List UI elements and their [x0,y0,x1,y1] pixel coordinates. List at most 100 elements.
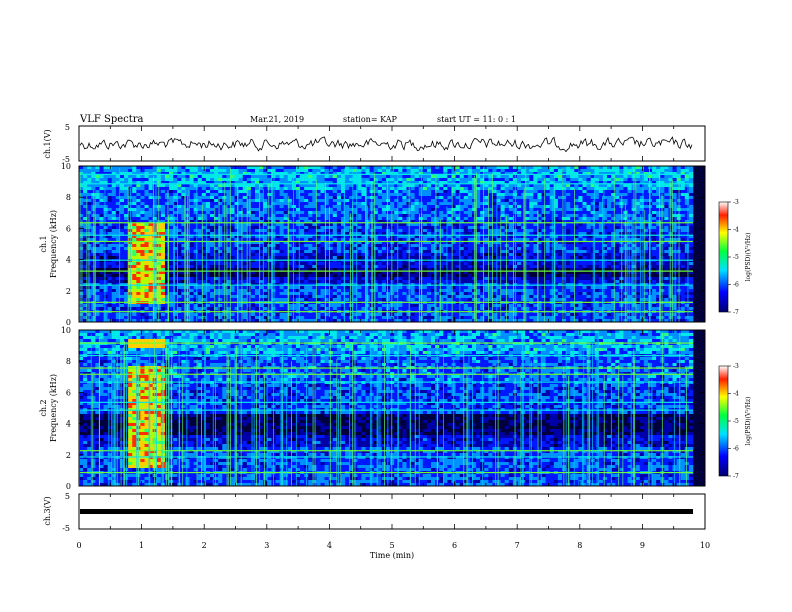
spectrogram-cell [361,166,366,170]
spectrogram-cell [451,307,456,311]
spectrogram-cell [173,280,178,284]
spectrogram-cell [398,202,403,206]
spectrogram-cell [136,172,141,176]
spectrogram-cell [246,223,252,227]
spectrogram-cell [410,205,415,209]
spectrogram-cell [287,178,293,182]
spectrogram-cell [173,181,178,185]
spectrogram-cell [418,214,424,218]
spectrogram-cell [316,223,321,227]
spectrogram-cell [115,289,121,293]
spectrogram-cell [267,172,272,176]
spectrogram-cell [377,307,383,311]
spectrogram-cell [291,286,297,290]
spectrogram-cell [291,292,297,296]
spectrogram-cell [103,295,108,299]
spectrogram-cell [230,166,235,170]
spectrogram-cell [320,274,325,278]
spectrogram-cell [443,190,448,194]
spectrogram-cell [103,289,108,293]
spectrogram-cell [169,211,174,215]
spectrogram-cell [95,256,100,260]
spectrogram-cell [177,187,182,191]
spectrogram-cell [312,313,317,317]
spectrogram-cell [410,268,415,272]
spectrogram-cell [435,298,440,302]
spectrogram-cell [357,220,362,224]
spectrogram-cell [283,280,289,284]
station-label: station= KAP [343,115,398,124]
spectrogram-cell [214,208,219,212]
spectrogram-cell [418,220,424,224]
spectrogram-cell [291,166,297,170]
spectrogram-cell [349,250,354,254]
spectrogram-cell [361,238,366,242]
spectrogram-cell [250,235,256,239]
spectrogram-cell [291,298,297,302]
spectrogram-cell [451,250,456,254]
spectrogram-cell [79,172,84,176]
spectrogram-cell [201,208,207,212]
spectrogram-cell [160,295,166,299]
spectrogram-cell [402,211,407,215]
spectrogram-cell [95,178,100,182]
spectrogram-cell [406,271,411,275]
spectrogram-cell [83,196,88,200]
spectrogram-cell [181,295,186,299]
spectrogram-cell [426,193,432,197]
spectrogram-cell [189,292,194,296]
spectrogram-cell [353,220,358,224]
spectrogram-cell [99,211,104,215]
spectrogram-cell [173,292,178,296]
spectrogram-cell [422,226,428,230]
spectrogram-cell [418,262,424,266]
spectrogram-cell [111,253,117,257]
spectrogram-cell [246,220,252,224]
spectrogram-cell [136,319,141,323]
spectrogram-cell [463,262,469,266]
spectrogram-cell [402,292,407,296]
spectrogram-cell [447,244,452,248]
spectrogram-cell [443,217,448,221]
spectrogram-cell [226,187,231,191]
spectrogram-cell [267,229,272,233]
spectrogram-cell [124,181,129,185]
spectrogram-cell [402,274,407,278]
spectrogram-cell [79,181,84,185]
spectrogram-cell [398,172,403,176]
spectrogram-cell [316,277,321,281]
spectrogram-cell [316,181,321,185]
spectrogram-cell [295,298,301,302]
spectrogram-cell [119,169,125,173]
spectrogram-cell [312,307,317,311]
spectrogram-cell [111,214,117,218]
spectrogram-cell [431,268,436,272]
spectrogram-cell [259,298,264,302]
spectrogram-cell [169,307,174,311]
spectrogram-cell [255,316,260,320]
spectrogram-cell [361,316,366,320]
spectrogram-cell [304,319,309,323]
spectrogram-cell [467,205,473,209]
spectrogram-cell [349,292,354,296]
spectrogram-cell [152,244,158,248]
spectrogram-cell [377,271,383,275]
spectrogram-cell [295,178,301,182]
spectrogram-cell [197,280,203,284]
spectrogram-cell [443,280,448,284]
spectrogram-cell [124,271,129,275]
spectrogram-cell [439,187,444,191]
spectrogram-cell [79,265,84,269]
spectrogram-cell [410,274,415,278]
spectrogram-cell [291,187,297,191]
spectrogram-cell [316,187,321,191]
spectrogram-cell [255,253,260,257]
spectrogram-cell [320,271,325,275]
spectrogram-cell [95,265,100,269]
spectrogram-cell [242,250,248,254]
spectrogram-cell [124,307,129,311]
spectrogram-cell [418,307,424,311]
spectrogram-cell [361,298,366,302]
spectrogram-cell [324,202,329,206]
spectrogram-cell [230,220,235,224]
